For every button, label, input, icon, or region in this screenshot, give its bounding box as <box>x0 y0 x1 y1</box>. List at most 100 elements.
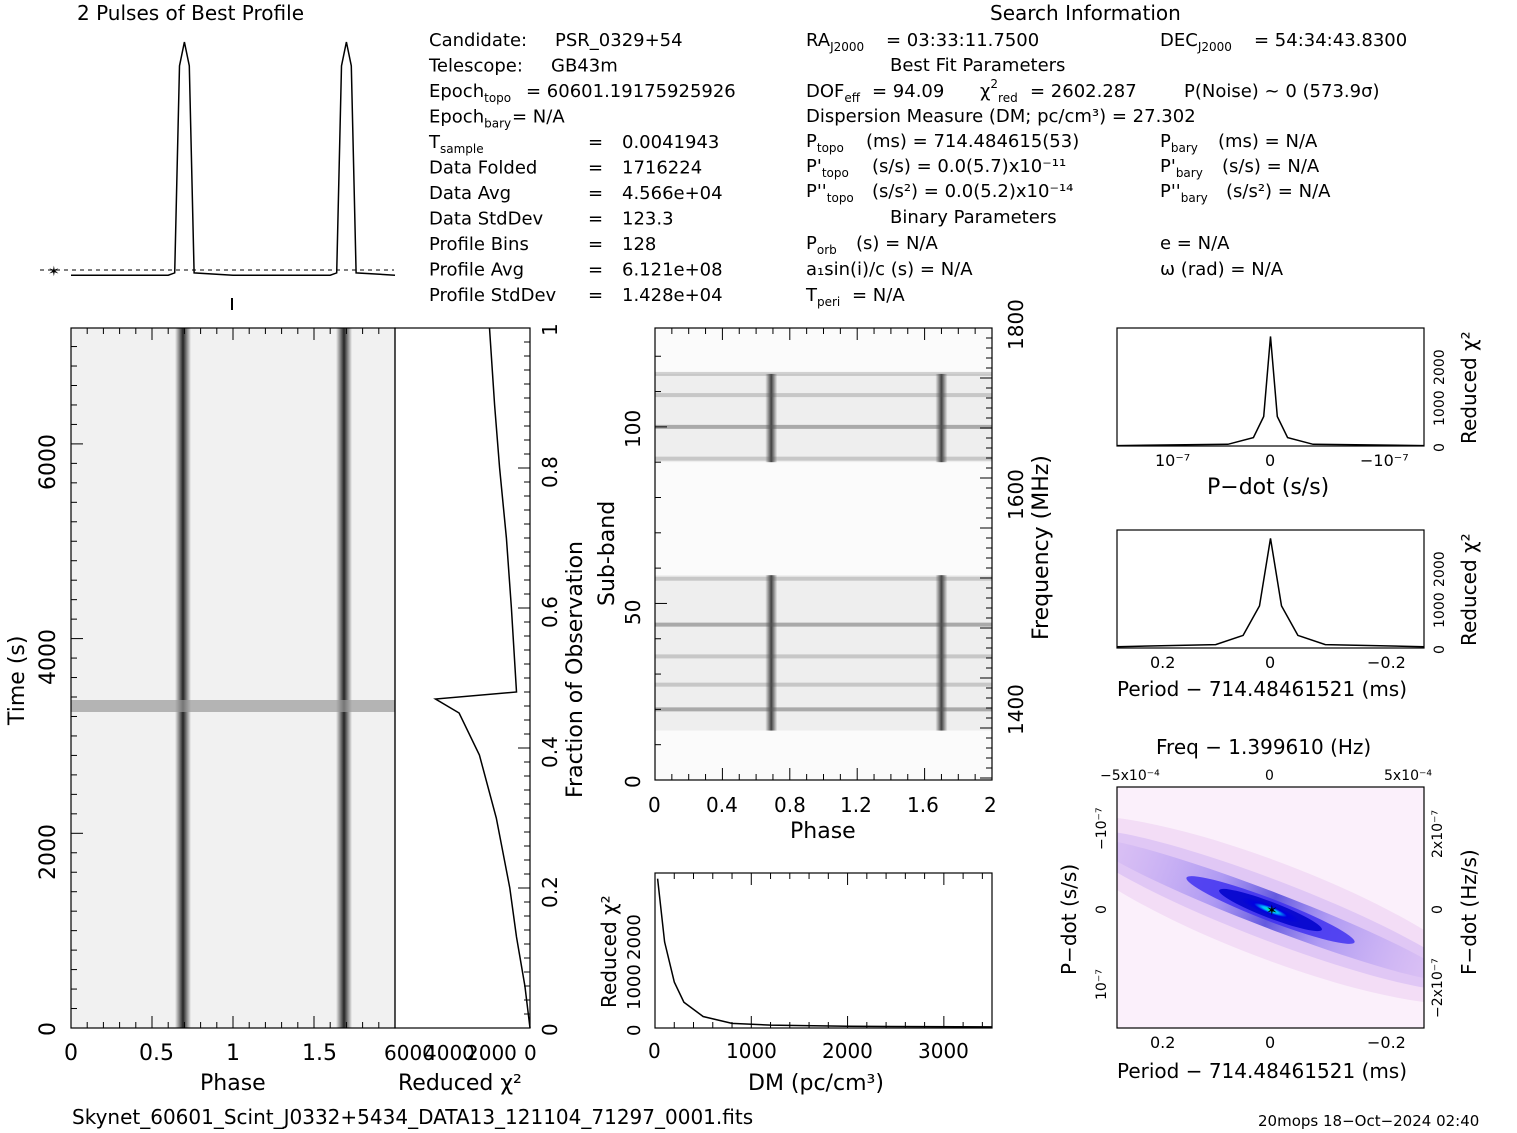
dm-line <box>656 878 993 1028</box>
period-y-2000: 2000 <box>1432 551 1448 587</box>
info-value: 4.566e+04 <box>622 183 723 204</box>
info-value: 128 <box>622 234 656 255</box>
porb-label: Porb <box>806 233 837 257</box>
dof-value: = 94.09 <box>872 81 944 102</box>
time-phase-rfi-row <box>71 700 395 712</box>
profile-line <box>71 41 396 276</box>
info-equals: = <box>588 285 603 306</box>
sb-x-12: 1.2 <box>840 793 872 817</box>
sb-y2-1400: 1400 <box>1004 684 1028 735</box>
profile-marker: ✶ <box>48 264 60 280</box>
subband-ticks <box>654 327 993 781</box>
pbary-label: Pbary <box>1160 131 1198 155</box>
period-xlabel: Period − 714.48461521 (ms) <box>1117 677 1407 701</box>
dm-x-2000: 2000 <box>822 1039 873 1063</box>
sb-y-100: 100 <box>621 410 645 448</box>
dm-y-0: 0 <box>624 1025 645 1036</box>
cf-y-08: 0.8 <box>538 456 562 488</box>
cf-x-0: 0 <box>524 1041 537 1065</box>
info-value: GB43m <box>551 56 618 77</box>
cf-y-02: 0.2 <box>538 876 562 908</box>
sb-y-50: 50 <box>621 600 645 625</box>
info-value: = N/A <box>512 107 565 128</box>
period-y-1000: 1000 <box>1432 592 1448 628</box>
tp-x-05: 0.5 <box>139 1041 174 1066</box>
dec-label: DECJ2000 <box>1160 30 1232 54</box>
sb-y2label: Frequency (MHz) <box>1029 455 1054 640</box>
pdot-x-0: 0 <box>1265 451 1275 470</box>
dm-plot: 0 1000 2000 3000 DM (pc/cm³) 0 1000 2000… <box>597 872 993 1096</box>
pdot-y-0: 0 <box>1432 443 1448 452</box>
pddtopo-value: (s/s²) = 0.0(5.2)x10⁻¹⁴ <box>872 181 1073 202</box>
pp-y-pos: 10⁻⁷ <box>1094 969 1110 1000</box>
tp-y-0: 0 <box>36 1022 61 1036</box>
sb-y-0: 0 <box>621 775 645 788</box>
info-label: Candidate: <box>429 30 527 51</box>
binary-title: Binary Parameters <box>890 207 1057 228</box>
info-value: = 60601.19175925926 <box>526 81 736 102</box>
info-label: Tsample <box>428 132 484 156</box>
pdtopo-label: P'topo <box>806 156 849 180</box>
profile-title: 2 Pulses of Best Profile <box>77 1 304 25</box>
info-value: 1716224 <box>622 158 702 179</box>
info-label: Data StdDev <box>429 209 544 230</box>
dec-value: = 54:34:43.8300 <box>1254 30 1407 51</box>
e-value: e = N/A <box>1160 233 1230 254</box>
cf-xlabel: Reduced χ² <box>398 1071 522 1096</box>
pp-frame <box>1116 786 1425 1029</box>
pdot-chi2-plot: 10⁻⁷ 0 −10⁻⁷ P−dot (s/s) 0 1000 2000 Red… <box>1116 327 1481 500</box>
dm-x-3000: 3000 <box>918 1039 969 1063</box>
info-label: Epochbary <box>429 107 511 131</box>
sb-ylabel: Sub-band <box>595 501 620 606</box>
pddbary-value: (s/s²) = N/A <box>1226 181 1331 202</box>
dm-frame <box>654 872 993 1029</box>
dof-label: DOFeff <box>806 81 861 105</box>
info-label: Profile Avg <box>429 260 524 281</box>
info-equals: = <box>588 158 603 179</box>
a1-value: a₁sin(i)/c (s) = N/A <box>806 259 973 280</box>
dm-value: Dispersion Measure (DM; pc/cm³) = 27.302 <box>806 106 1196 127</box>
info-value: 123.3 <box>622 209 674 230</box>
dm-x-1000: 1000 <box>726 1039 777 1063</box>
tp-x-15: 1.5 <box>302 1041 337 1066</box>
time-phase-pulse-1 <box>175 328 191 1028</box>
ra-label: RAJ2000 <box>806 30 864 54</box>
chi2-fraction-ticks <box>518 327 530 1029</box>
svg-text:✶: ✶ <box>1266 903 1278 919</box>
pddtopo-label: P''topo <box>806 181 854 205</box>
pp-x2-pos: 5x10⁻⁴ <box>1384 768 1432 784</box>
info-label: Profile Bins <box>429 234 529 255</box>
pp-x-0: 0 <box>1265 1033 1275 1052</box>
time-phase-pulse-2 <box>336 328 352 1028</box>
tp-x-0: 0 <box>64 1041 78 1066</box>
info-left: Candidate: PSR_0329+54 Telescope: GB43m Epoc… <box>428 30 736 306</box>
pp-y-0: 0 <box>1094 905 1110 914</box>
info-label: Data Folded <box>429 158 537 179</box>
info-equals: = <box>588 183 603 204</box>
pp-xlabel: Period − 714.48461521 (ms) <box>1117 1059 1407 1083</box>
info-label: Data Avg <box>429 183 511 204</box>
cf-y-04: 0.4 <box>538 736 562 768</box>
dm-ticks <box>654 873 983 1028</box>
period-chi2-line <box>1116 538 1425 648</box>
info-value: 1.428e+04 <box>622 285 723 306</box>
chi2-value: = 2602.287 <box>1030 81 1137 102</box>
dm-ylabel: Reduced χ² <box>597 895 621 1008</box>
dm-y-1000: 1000 <box>624 964 645 1010</box>
period-ylabel: Reduced χ² <box>1457 533 1481 646</box>
pdbary-label: P'bary <box>1160 156 1203 180</box>
sb-xlabel: Phase <box>790 819 856 844</box>
period-y-0: 0 <box>1432 645 1448 654</box>
period-x-0: 0 <box>1265 653 1275 672</box>
info-value: 0.0041943 <box>622 132 719 153</box>
pdbary-value: (s/s) = N/A <box>1222 156 1320 177</box>
best-fit-title: Best Fit Parameters <box>890 55 1065 76</box>
chi2-fraction-plot: 6000 4000 2000 0 Reduced χ² 0 0.2 0.4 0.… <box>384 323 588 1096</box>
sb-y2-1600: 1600 <box>1004 469 1028 520</box>
subband-phase-plot: 0 0.4 0.8 1.2 1.6 2 Phase 0 50 100 Sub-b… <box>595 299 1054 844</box>
cf-ylabel: Fraction of Observation <box>563 541 588 798</box>
sb-x-2: 2 <box>984 793 997 817</box>
tp-y-4000: 4000 <box>36 629 61 685</box>
info-label: Epochtopo <box>429 81 511 105</box>
chi2-fraction-frame <box>394 327 531 1029</box>
